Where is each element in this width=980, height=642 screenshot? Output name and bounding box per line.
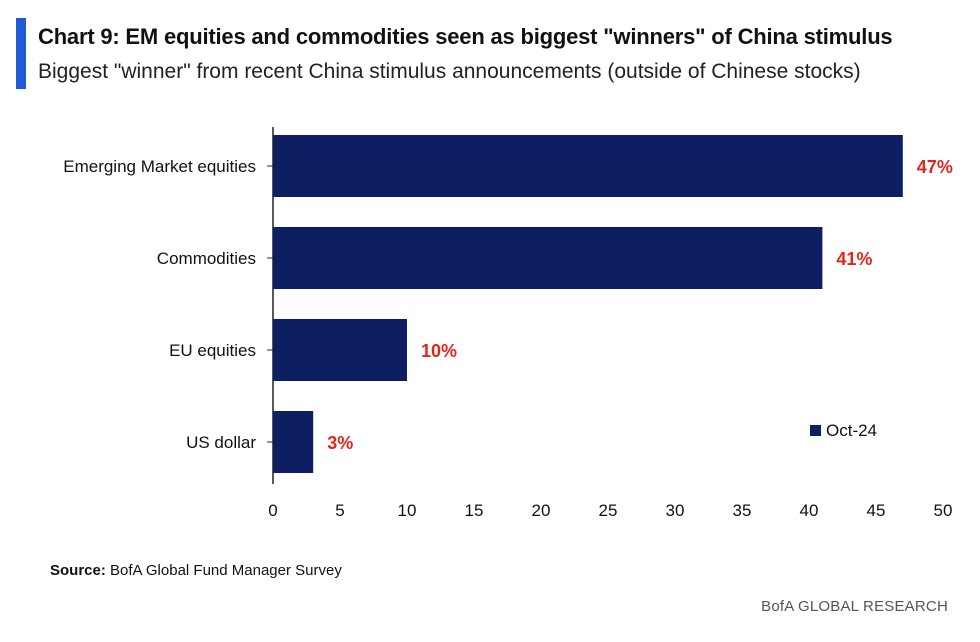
- legend-label: Oct-24: [826, 421, 877, 440]
- data-label: 3%: [327, 433, 353, 453]
- x-tick-label: 0: [268, 501, 277, 520]
- x-tick-label: 40: [800, 501, 819, 520]
- category-label: Commodities: [157, 249, 256, 268]
- brand-label: BofA GLOBAL RESEARCH: [761, 598, 948, 615]
- chart-subtitle: Biggest "winner" from recent China stimu…: [38, 60, 861, 83]
- x-tick-label: 30: [666, 501, 685, 520]
- bar: [273, 227, 823, 289]
- category-label: Emerging Market equities: [63, 157, 256, 176]
- x-tick-label: 15: [465, 501, 484, 520]
- x-tick-label: 25: [599, 501, 618, 520]
- x-tick-label: 35: [733, 501, 752, 520]
- data-label: 10%: [421, 341, 457, 361]
- bar: [273, 319, 407, 381]
- x-tick-label: 20: [532, 501, 551, 520]
- x-tick-label: 10: [398, 501, 417, 520]
- category-label: EU equities: [169, 341, 256, 360]
- source-note: Source: BofA Global Fund Manager Survey: [50, 562, 342, 579]
- source-label: Source:: [50, 562, 106, 579]
- category-label: US dollar: [186, 433, 256, 452]
- x-tick-label: 45: [867, 501, 886, 520]
- data-label: 41%: [836, 249, 872, 269]
- data-label: 47%: [917, 157, 953, 177]
- accent-bar: [16, 18, 26, 89]
- chart-title: Chart 9: EM equities and commodities see…: [38, 24, 893, 49]
- bar: [273, 411, 314, 473]
- x-tick-label: 5: [335, 501, 344, 520]
- x-tick-label: 50: [934, 501, 953, 520]
- legend-swatch: [810, 425, 821, 436]
- bar: [273, 135, 903, 197]
- source-text: BofA Global Fund Manager Survey: [110, 562, 342, 579]
